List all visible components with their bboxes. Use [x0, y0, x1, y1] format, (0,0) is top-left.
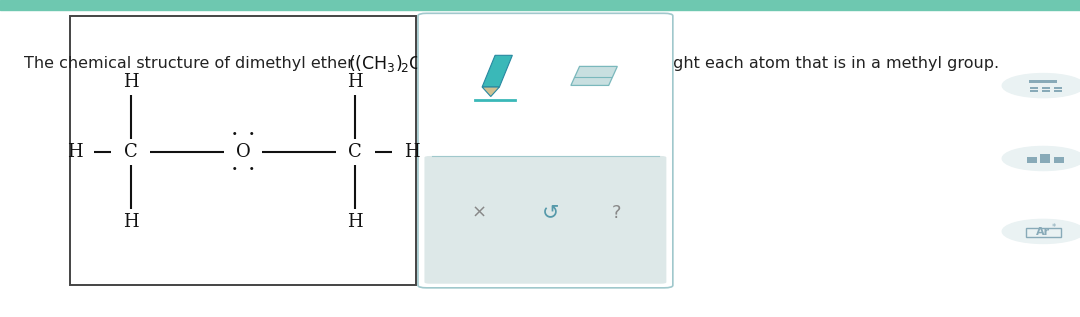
Text: O: O: [235, 143, 251, 161]
Text: •: •: [248, 165, 255, 174]
Text: H: H: [123, 213, 138, 231]
Text: •: •: [231, 130, 238, 139]
Bar: [1054, 87, 1062, 89]
Text: C: C: [349, 143, 362, 161]
Text: H: H: [123, 74, 138, 91]
Text: C: C: [124, 143, 137, 161]
Bar: [1026, 228, 1061, 237]
Text: H: H: [348, 213, 363, 231]
Text: •: •: [231, 165, 238, 174]
Bar: [1042, 87, 1050, 89]
Text: ×: ×: [471, 204, 486, 222]
Text: *: *: [1052, 223, 1056, 232]
Text: is shown below. Highlight each atom that is in a methyl group.: is shown below. Highlight each atom that…: [491, 56, 999, 71]
Bar: [1042, 90, 1050, 92]
Polygon shape: [482, 87, 499, 97]
Text: The chemical structure of dimethyl ether: The chemical structure of dimethyl ether: [24, 56, 359, 71]
Circle shape: [1002, 74, 1080, 98]
Text: •: •: [248, 130, 255, 139]
Text: H: H: [348, 74, 363, 91]
Bar: [1040, 154, 1050, 163]
Text: $\left(\left(\mathrm{CH_3}\right)_{\!2}\mathrm{O}\right)$: $\left(\left(\mathrm{CH_3}\right)_{\!2}\…: [348, 53, 429, 74]
Text: Ar: Ar: [1036, 227, 1051, 237]
Bar: [70, 16, 416, 285]
Polygon shape: [482, 55, 512, 87]
FancyBboxPatch shape: [424, 156, 666, 284]
Bar: [0, 0, 1080, 10]
FancyBboxPatch shape: [418, 13, 673, 288]
Circle shape: [1002, 219, 1080, 243]
Bar: [1029, 80, 1057, 83]
Bar: [1027, 157, 1037, 163]
Text: ?: ?: [612, 204, 621, 222]
Text: H: H: [67, 143, 82, 161]
Polygon shape: [571, 67, 618, 86]
Text: ↺: ↺: [541, 203, 559, 223]
Bar: [1054, 90, 1062, 92]
Circle shape: [1002, 146, 1080, 171]
Bar: [1054, 157, 1064, 163]
Bar: [1030, 90, 1038, 92]
Text: H: H: [404, 143, 419, 161]
Bar: [1030, 87, 1038, 89]
